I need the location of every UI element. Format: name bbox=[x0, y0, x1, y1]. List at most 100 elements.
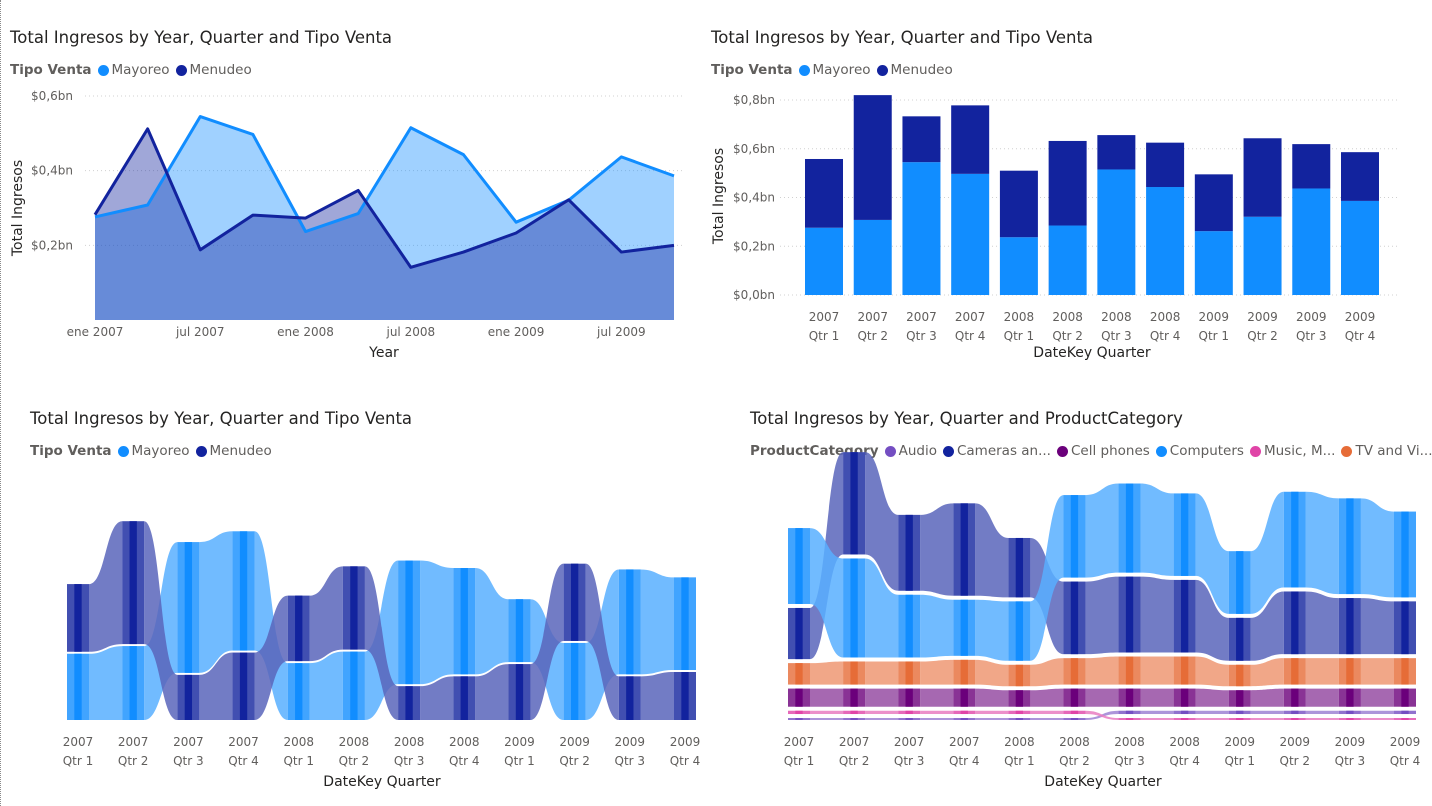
ribbon-column-core bbox=[1070, 710, 1079, 715]
ribbon-band bbox=[1360, 658, 1394, 685]
area-chart-svg: $0,2bn $0,4bn $0,6bn ene 2007 jul 2007 ene 20… bbox=[10, 89, 682, 361]
ribbon-band bbox=[1250, 710, 1284, 715]
x-tick-label: 2008 bbox=[1169, 735, 1200, 749]
x-tick-label: 2007 bbox=[63, 735, 94, 749]
ribbon-column-core bbox=[239, 652, 248, 720]
ribbon-band bbox=[1305, 688, 1339, 707]
ribbon-band bbox=[144, 521, 178, 720]
ribbon-band bbox=[1140, 710, 1174, 715]
ribbon-column-core bbox=[1070, 688, 1079, 707]
ribbon-band bbox=[1195, 718, 1229, 720]
x-tick-label: 2007 bbox=[839, 735, 870, 749]
legend-item-menudeo[interactable]: Menudeo bbox=[175, 62, 252, 78]
bar-chart-title: Total Ingresos by Year, Quarter and Tipo… bbox=[711, 28, 1094, 47]
x-tick-label: jul 2009 bbox=[596, 325, 646, 339]
x-tick-label: Qtr 2 bbox=[1059, 754, 1090, 768]
legend-dot-menudeo bbox=[195, 445, 207, 457]
ribbon-band bbox=[920, 710, 954, 715]
legend-dot-computers bbox=[1155, 445, 1167, 457]
ribbon-band bbox=[199, 652, 233, 720]
ribbon-column-core bbox=[905, 718, 913, 720]
ribbon-column-core bbox=[405, 686, 413, 720]
ribbon-column-core bbox=[1180, 718, 1189, 720]
x-tick-label: 2009 bbox=[1199, 310, 1230, 324]
x-tick-label: ene 2009 bbox=[488, 325, 545, 339]
ribbon-column-core bbox=[1401, 710, 1409, 715]
legend-title: Tipo Venta bbox=[10, 62, 92, 78]
x-tick-label: 2007 bbox=[906, 310, 937, 324]
x-tick-label: 2009 bbox=[1345, 310, 1376, 324]
ribbon-column-core bbox=[1401, 601, 1409, 655]
ribbon-band bbox=[920, 718, 954, 720]
page-left-border bbox=[0, 0, 1, 806]
ribbon-band bbox=[1140, 483, 1174, 576]
ribbon-column-core bbox=[184, 542, 193, 673]
y-tick-label: $0,6bn bbox=[733, 142, 775, 156]
y-tick-label: $0,4bn bbox=[31, 164, 73, 178]
ribbon-column-core bbox=[295, 595, 303, 662]
legend-item-tv[interactable]: TV and Vi... bbox=[1341, 443, 1432, 459]
legend-item-cell-phones[interactable]: Cell phones bbox=[1056, 443, 1150, 459]
legend-item-audio[interactable]: Audio bbox=[884, 443, 937, 459]
ribbon-band bbox=[810, 688, 844, 707]
x-axis-title: DateKey Quarter bbox=[323, 774, 441, 790]
bar-mayoreo bbox=[1048, 225, 1087, 295]
legend-dot-mayoreo bbox=[117, 445, 129, 457]
x-tick-label: Qtr 1 bbox=[283, 754, 314, 768]
x-tick-label: jul 2008 bbox=[385, 325, 435, 339]
ribbon-band bbox=[1140, 688, 1174, 707]
ribbon-band bbox=[865, 688, 899, 707]
ribbon-column-core bbox=[1291, 491, 1299, 588]
ribbon-column-core bbox=[905, 661, 913, 685]
ribbon-band bbox=[1085, 710, 1119, 720]
ribbon-column-core bbox=[850, 661, 858, 685]
ribbon-band bbox=[1030, 688, 1064, 707]
ribbon-column-core bbox=[905, 688, 913, 707]
ribbon-column-core bbox=[1125, 710, 1134, 715]
legend-item-computers[interactable]: Computers bbox=[1155, 443, 1244, 459]
bar-menudeo bbox=[951, 105, 990, 174]
x-tick-label: Qtr 1 bbox=[1224, 754, 1255, 768]
x-axis-title: Year bbox=[368, 345, 399, 361]
legend-item-mayoreo[interactable]: Mayoreo bbox=[97, 62, 170, 78]
ribbon-column-core bbox=[1125, 656, 1134, 685]
bar-mayoreo bbox=[1194, 231, 1233, 295]
ribbon-band bbox=[1250, 718, 1284, 720]
legend-item-menudeo[interactable]: Menudeo bbox=[195, 443, 272, 459]
ribbon-column-core bbox=[850, 718, 858, 720]
x-tick-label: Qtr 3 bbox=[1296, 329, 1327, 343]
ribbon-column-core bbox=[1015, 690, 1024, 707]
x-tick-label: Qtr 3 bbox=[173, 754, 204, 768]
ribbon-column-core bbox=[1236, 690, 1244, 707]
legend-label: Mayoreo bbox=[131, 443, 190, 459]
ribbon-band bbox=[1085, 688, 1119, 707]
legend-item-mayoreo[interactable]: Mayoreo bbox=[798, 62, 871, 78]
legend-dot-mayoreo bbox=[798, 64, 810, 76]
ribbon-column-core bbox=[1125, 483, 1134, 573]
ribbon-chart-title: Total Ingresos by Year, Quarter and Tipo… bbox=[30, 409, 413, 428]
legend-item-menudeo[interactable]: Menudeo bbox=[876, 62, 953, 78]
y-tick-label: $0,4bn bbox=[733, 191, 775, 205]
x-tick-label: 2008 bbox=[1059, 735, 1090, 749]
x-tick-label: Qtr 1 bbox=[784, 754, 815, 768]
x-tick-label: Qtr 2 bbox=[559, 754, 590, 768]
ribbon-column-core bbox=[905, 594, 913, 658]
bar-menudeo bbox=[805, 158, 843, 228]
ribbon-band bbox=[810, 528, 844, 658]
ribbon-column-core bbox=[1401, 718, 1409, 720]
x-tick-label: Qtr 3 bbox=[1335, 754, 1366, 768]
x-tick-label: Qtr 3 bbox=[906, 329, 937, 343]
ribbon-column-core bbox=[850, 452, 858, 555]
x-tick-label: Qtr 4 bbox=[228, 754, 259, 768]
x-tick-label: Qtr 1 bbox=[1004, 329, 1035, 343]
legend-item-mayoreo[interactable]: Mayoreo bbox=[117, 443, 190, 459]
ribbon-column-core bbox=[1180, 493, 1189, 576]
legend-dot-menudeo bbox=[175, 64, 187, 76]
ribbon-chart-svg: 2007 Qtr 1 2007 Qtr 2 2007 Qtr 3 2007 Qtr 4 2008… bbox=[63, 521, 700, 790]
ribbon-band bbox=[89, 521, 123, 652]
ribbon-column-core bbox=[515, 599, 524, 663]
legend-item-cameras[interactable]: Cameras an... bbox=[942, 443, 1051, 459]
ribbon-band bbox=[1085, 656, 1119, 685]
ribbon-column-core bbox=[570, 563, 579, 641]
legend-item-music[interactable]: Music, M... bbox=[1249, 443, 1335, 459]
